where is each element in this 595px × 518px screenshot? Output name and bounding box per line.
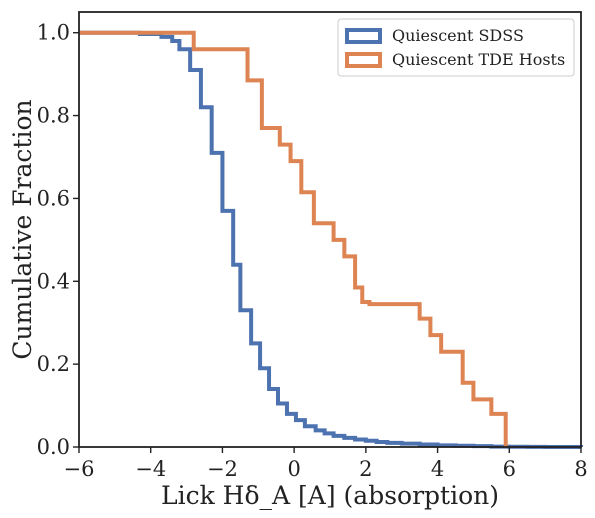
x-tick-label: −6 bbox=[64, 457, 95, 481]
axes-frame bbox=[78, 11, 582, 448]
y-tick-label: 0.6 bbox=[37, 186, 70, 210]
x-tick-label: 8 bbox=[574, 457, 587, 481]
x-tick-label: 0 bbox=[287, 457, 300, 481]
x-tick-label: 4 bbox=[431, 457, 444, 481]
x-tick-label: −2 bbox=[207, 457, 238, 481]
legend-box bbox=[337, 18, 575, 77]
series-line-1 bbox=[79, 30, 583, 449]
y-tick-label: 0.8 bbox=[37, 104, 70, 128]
series-line-2 bbox=[79, 30, 508, 447]
x-tick-label: 6 bbox=[503, 457, 516, 481]
legend: Quiescent SDSS Quiescent TDE Hosts bbox=[337, 18, 575, 77]
y-tick-label: 0.0 bbox=[37, 435, 70, 459]
plot-area bbox=[79, 30, 583, 449]
legend-label: Quiescent TDE Hosts bbox=[392, 50, 565, 69]
legend-swatch bbox=[345, 52, 382, 68]
y-tick-label: 0.4 bbox=[37, 269, 70, 293]
legend-label: Quiescent SDSS bbox=[392, 26, 524, 45]
y-axis-ticks: 0.0 0.2 0.4 0.6 0.8 1.0 bbox=[37, 21, 79, 459]
legend-swatch bbox=[345, 28, 382, 44]
x-axis-ticks: −6 −4 −2 0 2 4 6 8 bbox=[64, 447, 588, 481]
x-tick-label: 2 bbox=[359, 457, 372, 481]
y-tick-label: 1.0 bbox=[37, 21, 70, 45]
y-tick-label: 0.2 bbox=[37, 352, 70, 376]
x-axis-label: Lick Hδ_A [A] (absorption) bbox=[161, 481, 499, 510]
x-tick-label: −4 bbox=[135, 457, 166, 481]
y-axis-label: Cumulative Fraction bbox=[8, 99, 37, 359]
